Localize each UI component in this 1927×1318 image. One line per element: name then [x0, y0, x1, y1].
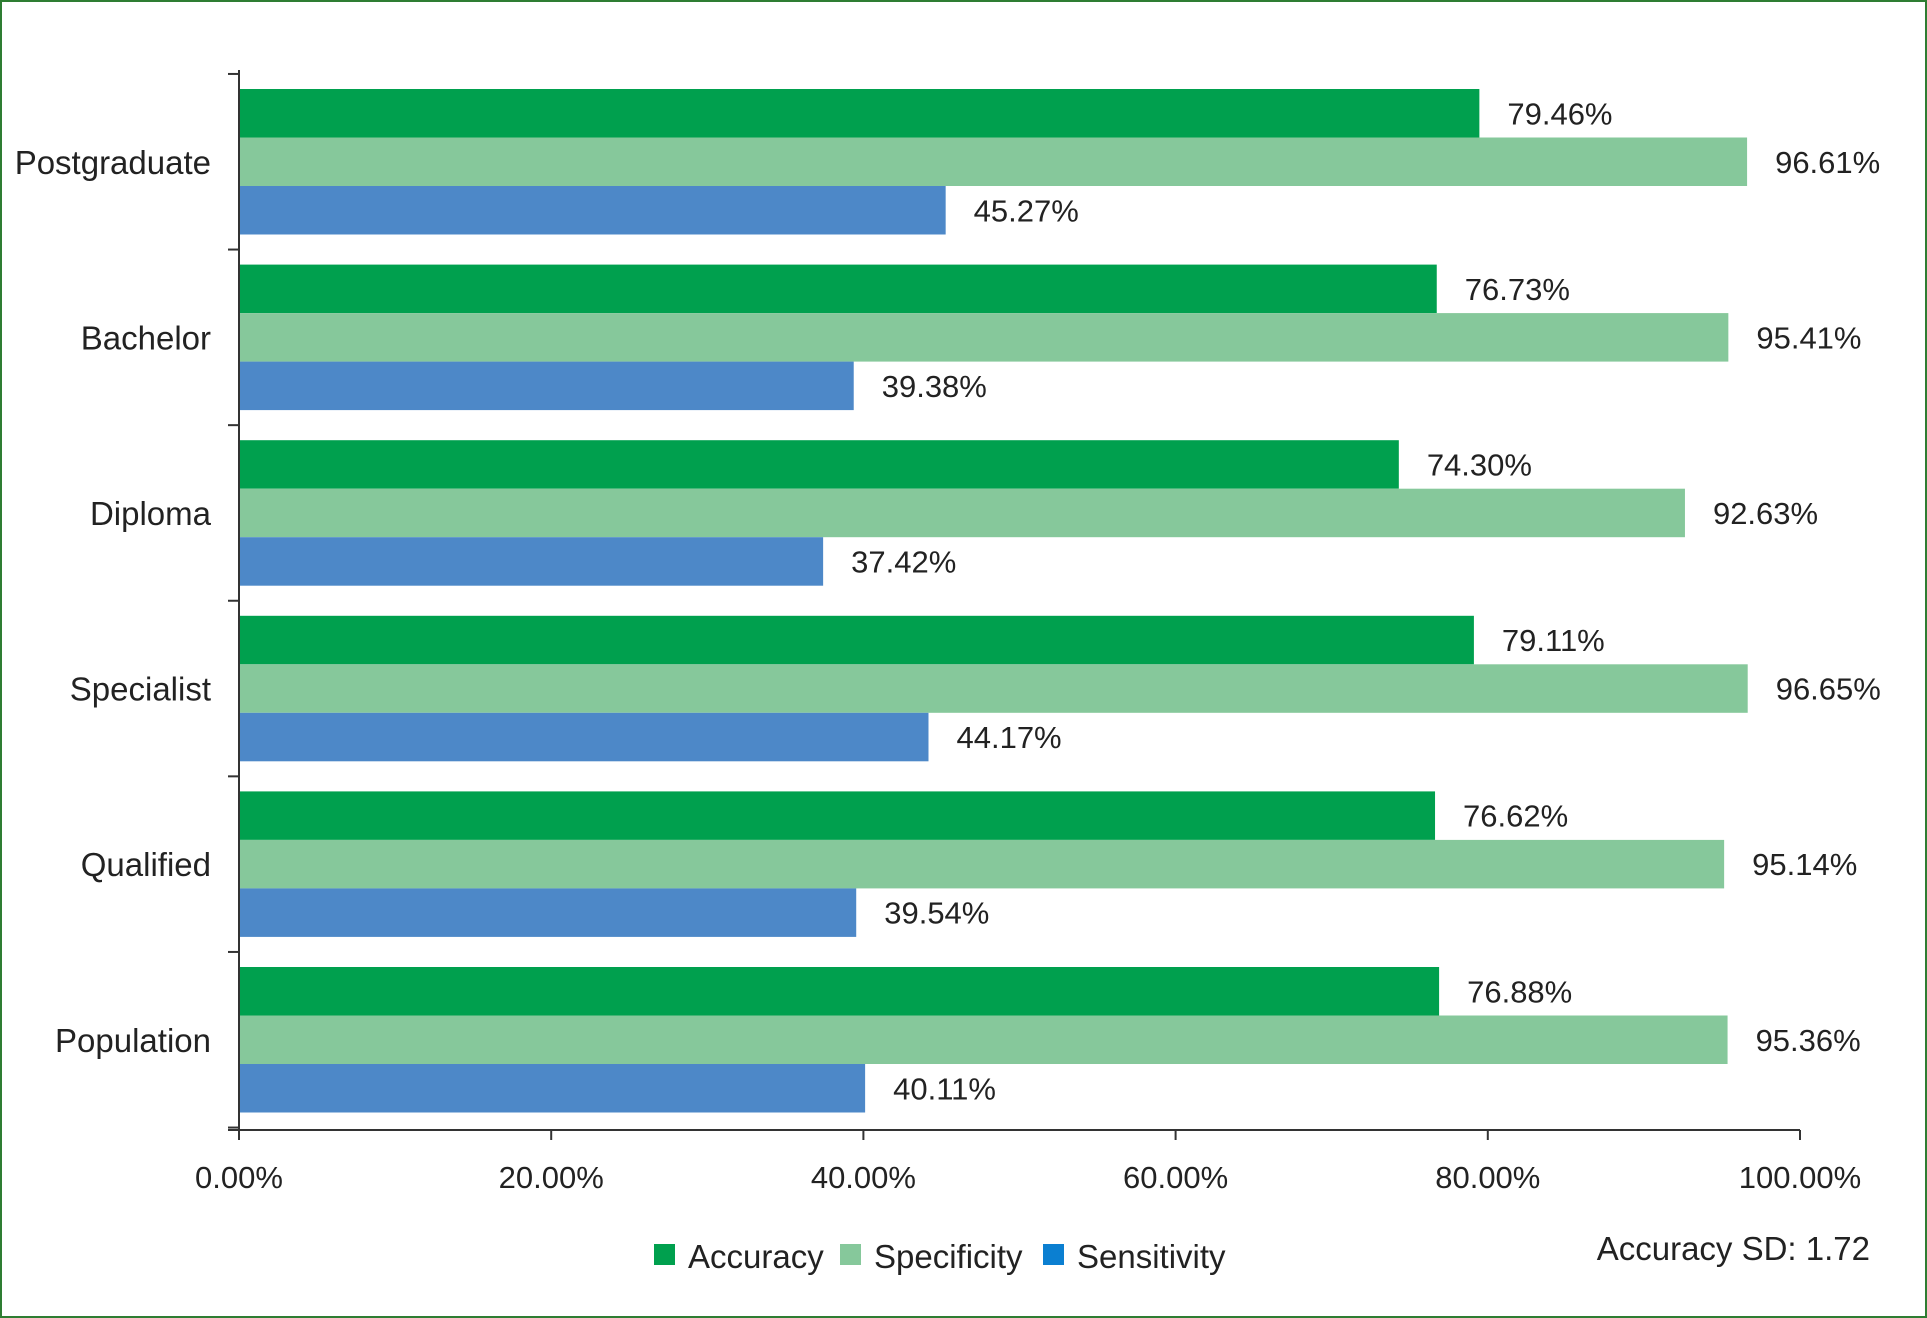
category-label-population: Population [55, 1022, 211, 1059]
data-label-specificity-postgraduate: 96.61% [1775, 145, 1880, 180]
data-label-specificity-specialist: 96.65% [1776, 672, 1881, 707]
data-label-accuracy-population: 76.88% [1467, 974, 1572, 1009]
data-label-specificity-population: 95.36% [1756, 1023, 1861, 1058]
bar-sensitivity-qualified [239, 888, 857, 937]
data-label-sensitivity-postgraduate: 45.27% [974, 193, 1079, 228]
bars-layer: 79.46% 96.61% 45.27% 76.73% 95.41% 39.38% 74.3… [239, 89, 1881, 1113]
category-label-postgraduate: Postgraduate [15, 144, 211, 181]
data-label-sensitivity-diploma: 37.42% [851, 544, 956, 579]
accuracy-sd-note: Accuracy SD: 1.72 [1597, 1230, 1870, 1267]
bar-sensitivity-specialist [239, 712, 929, 762]
data-label-accuracy-bachelor: 76.73% [1465, 272, 1570, 307]
category-label-qualified: Qualified [81, 846, 211, 883]
category-label-diploma: Diploma [90, 495, 212, 532]
bar-accuracy-qualified [239, 791, 1436, 840]
data-label-accuracy-postgraduate: 79.46% [1507, 96, 1612, 131]
legend-swatch-specificity [840, 1244, 861, 1265]
axes-layer: Postgraduate Bachelor Diploma Specialist Qua… [15, 70, 1861, 1195]
category-label-bachelor: Bachelor [81, 319, 211, 356]
x-tick-label-20: 20.00% [499, 1160, 604, 1195]
data-label-accuracy-specialist: 79.11% [1502, 623, 1605, 658]
x-tick-label-80: 80.00% [1435, 1160, 1540, 1195]
data-label-specificity-qualified: 95.14% [1752, 847, 1857, 882]
bar-specificity-diploma [239, 488, 1685, 538]
bar-accuracy-bachelor [239, 264, 1437, 314]
bar-accuracy-population [239, 967, 1440, 1016]
bar-specificity-postgraduate [239, 137, 1748, 186]
bar-accuracy-specialist [239, 615, 1474, 665]
legend-swatch-sensitivity [1043, 1244, 1064, 1265]
x-tick-label-0: 0.00% [195, 1160, 283, 1195]
data-label-sensitivity-specialist: 44.17% [956, 720, 1061, 755]
data-label-sensitivity-bachelor: 39.38% [882, 369, 987, 404]
data-label-specificity-bachelor: 95.41% [1756, 320, 1861, 355]
data-label-accuracy-qualified: 76.62% [1463, 799, 1568, 834]
bar-specificity-qualified [239, 839, 1725, 889]
bar-specificity-specialist [239, 664, 1748, 713]
x-tick-label-60: 60.00% [1123, 1160, 1228, 1195]
legend-label-specificity: Specificity [874, 1238, 1023, 1275]
bar-sensitivity-diploma [239, 537, 824, 586]
bar-specificity-bachelor [239, 313, 1729, 362]
bar-accuracy-postgraduate [239, 89, 1480, 138]
data-label-sensitivity-population: 40.11% [893, 1071, 996, 1106]
bar-specificity-population [239, 1015, 1728, 1064]
legend-swatch-accuracy [654, 1244, 675, 1265]
bar-sensitivity-postgraduate [239, 186, 946, 235]
data-label-specificity-diploma: 92.63% [1713, 496, 1818, 531]
legend-label-accuracy: Accuracy [688, 1238, 824, 1275]
data-label-sensitivity-qualified: 39.54% [884, 896, 989, 931]
bar-sensitivity-population [239, 1064, 866, 1113]
x-tick-label-40: 40.00% [811, 1160, 916, 1195]
legend: Accuracy Specificity Sensitivity [654, 1238, 1226, 1275]
legend-label-sensitivity: Sensitivity [1077, 1238, 1226, 1275]
bar-sensitivity-bachelor [239, 361, 854, 411]
x-tick-label-100: 100.00% [1739, 1160, 1861, 1195]
category-label-specialist: Specialist [70, 671, 211, 708]
bar-accuracy-diploma [239, 440, 1399, 489]
data-label-accuracy-diploma: 74.30% [1427, 447, 1532, 482]
